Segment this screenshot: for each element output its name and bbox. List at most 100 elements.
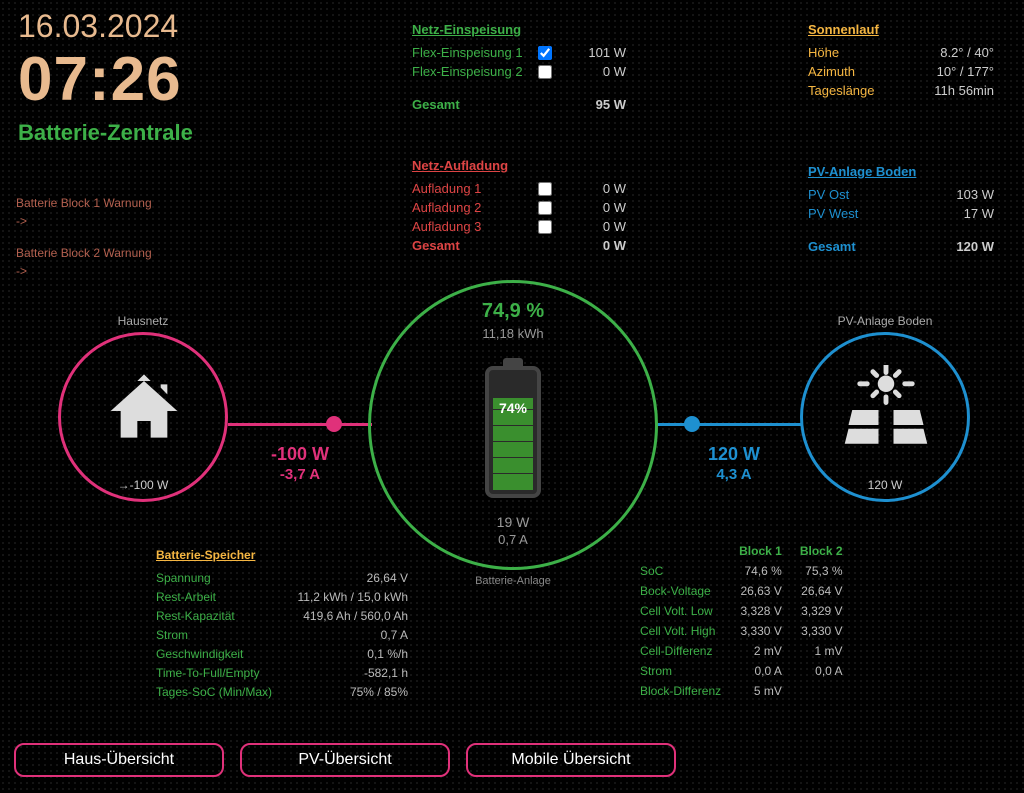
nav-mobile-button[interactable]: Mobile Übersicht: [466, 743, 676, 777]
storage-row: Geschwindigkeit0,1 %/h: [156, 644, 408, 663]
pv-circle: [800, 332, 970, 502]
feedin-total-row: Gesamt 95 W: [412, 95, 662, 114]
battery-fill-text: 74%: [485, 400, 541, 416]
block-row-key: Cell-Differenz: [632, 642, 729, 660]
nav-pv-button[interactable]: PV-Übersicht: [240, 743, 450, 777]
charge-row-value: 0 W: [566, 200, 626, 215]
flow-dot-right: [684, 416, 700, 432]
feedin-row-value: 0 W: [566, 64, 626, 79]
block-row-v1: 3,328 V: [731, 602, 790, 620]
block-row-v1: 3,330 V: [731, 622, 790, 640]
charge-row-label: Aufladung 2: [412, 200, 538, 215]
feedin-row-checkbox[interactable]: [538, 46, 552, 60]
grid-feedin-title: Netz-Einspeisung: [412, 22, 521, 37]
storage-row-label: Geschwindigkeit: [156, 647, 290, 661]
storage-row-value: 419,6 Ah / 560,0 Ah: [290, 609, 408, 623]
flow-line-left: [228, 423, 372, 426]
storage-row: Rest-Kapazität419,6 Ah / 560,0 Ah: [156, 606, 408, 625]
sun-row-value: 11h 56min: [904, 83, 994, 98]
block-col2: Block 2: [792, 542, 851, 560]
pv-node-label: PV-Anlage Boden: [800, 314, 970, 328]
battery-current: 0,7 A: [368, 532, 658, 547]
feedin-total-value: 95 W: [566, 97, 626, 112]
pv-total-value: 120 W: [904, 239, 994, 254]
sun-row-value: 10° / 177°: [904, 64, 994, 79]
grid-feedin-panel: Netz-Einspeisung Flex-Einspeisung 1 101 …: [412, 22, 662, 114]
storage-row-label: Rest-Kapazität: [156, 609, 290, 623]
block-row-v1: 0,0 A: [731, 662, 790, 680]
block-row: Bock-Voltage26,63 V26,64 V: [632, 582, 851, 600]
block-row-v1: 74,6 %: [731, 562, 790, 580]
storage-row: Time-To-Full/Empty-582,1 h: [156, 663, 408, 682]
bottom-nav: Haus-Übersicht PV-Übersicht Mobile Übers…: [14, 743, 676, 777]
sun-row-label: Höhe: [808, 45, 904, 60]
pv-row-label: PV West: [808, 206, 904, 221]
grid-charge-panel: Netz-Aufladung Aufladung 1 0 W Aufladung…: [412, 158, 662, 255]
pv-flow-sub: 120 W: [800, 478, 970, 492]
grid-charge-title: Netz-Aufladung: [412, 158, 508, 173]
feedin-total-label: Gesamt: [412, 97, 566, 112]
charge-row-value: 0 W: [566, 181, 626, 196]
block-row-v2: 3,330 V: [792, 622, 851, 640]
pv-row: PV West 17 W: [808, 204, 1008, 223]
block-row-v2: 26,64 V: [792, 582, 851, 600]
storage-table: Batterie-Speicher Spannung26,64 VRest-Ar…: [156, 548, 408, 701]
house-icon: [104, 371, 184, 451]
battery-block2-warning-value: ->: [16, 264, 27, 278]
block-row: Cell Volt. High3,330 V3,330 V: [632, 622, 851, 640]
pv-total-row: Gesamt 120 W: [808, 237, 1008, 256]
block-row-key: SoC: [632, 562, 729, 580]
charge-row: Aufladung 1 0 W: [412, 179, 662, 198]
storage-row: Tages-SoC (Min/Max)75% / 85%: [156, 682, 408, 701]
storage-row: Rest-Arbeit11,2 kWh / 15,0 kWh: [156, 587, 408, 606]
block-row-key: Cell Volt. Low: [632, 602, 729, 620]
solar-panel-icon: [841, 365, 931, 455]
block-row: Cell-Differenz2 mV1 mV: [632, 642, 851, 660]
right-flow-current: 4,3 A: [684, 466, 784, 483]
charge-row-checkbox[interactable]: [538, 201, 552, 215]
feedin-row-checkbox[interactable]: [538, 65, 552, 79]
block-row-key: Strom: [632, 662, 729, 680]
sun-row: Azimuth 10° / 177°: [808, 62, 1008, 81]
storage-row-label: Spannung: [156, 571, 290, 585]
nav-house-button[interactable]: Haus-Übersicht: [14, 743, 224, 777]
sun-row-label: Azimuth: [808, 64, 904, 79]
house-flow-sub: →-100 W: [58, 478, 228, 492]
charge-total-row: Gesamt 0 W: [412, 236, 662, 255]
feedin-row-label: Flex-Einspeisung 2: [412, 64, 538, 79]
charge-row-value: 0 W: [566, 219, 626, 234]
left-flow-current: -3,7 A: [250, 466, 350, 483]
house-node-label: Hausnetz: [58, 314, 228, 328]
block-row-key: Bock-Voltage: [632, 582, 729, 600]
sun-panel: Sonnenlauf Höhe 8.2° / 40° Azimuth 10° /…: [808, 22, 1008, 100]
block-row-v2: 1 mV: [792, 642, 851, 660]
battery-power: 19 W: [368, 514, 658, 530]
current-time: 07:26: [18, 44, 182, 115]
battery-icon: 74%: [485, 358, 541, 498]
storage-row-value: 11,2 kWh / 15,0 kWh: [290, 590, 408, 604]
battery-block1-warning-label: Batterie Block 1 Warnung: [16, 196, 152, 210]
storage-row-label: Strom: [156, 628, 290, 642]
storage-row-value: 26,64 V: [290, 571, 408, 585]
block-row-key: Block-Differenz: [632, 682, 729, 700]
storage-row-value: -582,1 h: [290, 666, 408, 680]
block-row: Cell Volt. Low3,328 V3,329 V: [632, 602, 851, 620]
pv-row-value: 103 W: [904, 187, 994, 202]
storage-row-value: 0,7 A: [290, 628, 408, 642]
pv-plant-title: PV-Anlage Boden: [808, 164, 916, 179]
feedin-row: Flex-Einspeisung 1 101 W: [412, 43, 662, 62]
charge-row-label: Aufladung 1: [412, 181, 538, 196]
block-row-v2: 0,0 A: [792, 662, 851, 680]
feedin-row-label: Flex-Einspeisung 1: [412, 45, 538, 60]
flow-dot-left: [326, 416, 342, 432]
charge-row-checkbox[interactable]: [538, 220, 552, 234]
storage-row-value: 0,1 %/h: [290, 647, 408, 661]
block-row-v2: 75,3 %: [792, 562, 851, 580]
charge-row: Aufladung 2 0 W: [412, 198, 662, 217]
storage-row-label: Rest-Arbeit: [156, 590, 290, 604]
sun-title: Sonnenlauf: [808, 22, 879, 37]
battery-block2-warning-label: Batterie Block 2 Warnung: [16, 246, 152, 260]
charge-row-checkbox[interactable]: [538, 182, 552, 196]
sun-row: Tageslänge 11h 56min: [808, 81, 1008, 100]
block-row: Block-Differenz5 mV: [632, 682, 851, 700]
